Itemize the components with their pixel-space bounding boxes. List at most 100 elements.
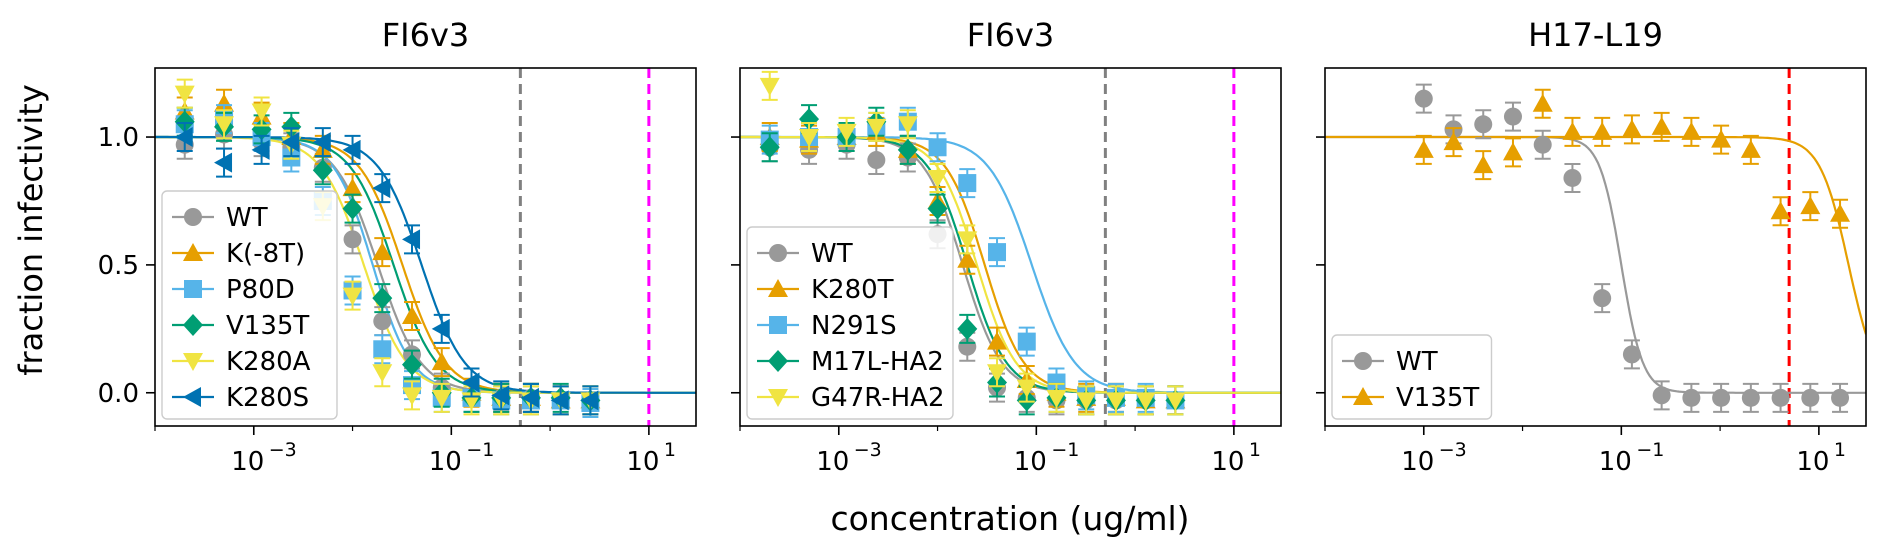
y-axis-label: fraction infectivity	[12, 84, 50, 376]
data-point	[1105, 392, 1126, 411]
data-point	[1502, 142, 1523, 161]
data-point	[1593, 289, 1612, 308]
data-point	[550, 390, 569, 411]
data-point	[402, 353, 423, 376]
data-point	[373, 312, 392, 331]
legend-label: M17L-HA2	[811, 347, 944, 377]
data-point	[957, 231, 978, 250]
y-tick-label: 1.0	[98, 123, 139, 153]
legend-label: P80D	[226, 275, 295, 305]
legend: WT K280T N291S M17L-HA2 G47R-HA2	[746, 226, 954, 420]
fit-curve	[1325, 135, 1866, 335]
x-axis-label: concentration (ug/ml)	[830, 499, 1189, 538]
data-point	[897, 116, 918, 135]
data-point	[1801, 388, 1820, 407]
data-point	[214, 93, 235, 112]
data-point	[1740, 139, 1761, 158]
data-point	[251, 139, 270, 160]
plot-frame	[739, 67, 1282, 427]
data-point	[759, 136, 780, 159]
legend-label: G47R-HA2	[811, 383, 945, 413]
legend-box	[746, 226, 954, 420]
legend-label: K280A	[226, 347, 311, 377]
data-point	[373, 340, 392, 359]
data-point	[174, 127, 193, 148]
legend: WT K(-8T) P80D V135T K280A K280S	[161, 190, 338, 420]
x-tick-label: 10	[1796, 447, 1829, 477]
x-tick-exponent: −3	[1439, 439, 1467, 461]
x-tick-exponent: −1	[1636, 439, 1664, 461]
legend-label: K(-8T)	[226, 239, 305, 269]
data-point	[1682, 388, 1701, 407]
data-point	[1353, 387, 1373, 405]
data-point	[1563, 168, 1582, 187]
y-tick-label: 0.0	[98, 379, 139, 409]
data-point	[402, 229, 421, 250]
legend-label: WT	[1396, 347, 1438, 377]
data-point	[799, 129, 820, 148]
data-point	[1831, 388, 1850, 407]
x-tick-label: 10	[429, 447, 462, 477]
data-point	[183, 353, 203, 371]
data-point	[214, 116, 235, 135]
x-tick-exponent: −3	[854, 439, 882, 461]
data-point	[957, 249, 978, 268]
x-tick-label: 10	[231, 447, 264, 477]
legend-label: K280S	[226, 383, 309, 413]
legend-label: WT	[226, 203, 268, 233]
x-tick-exponent: −3	[269, 439, 297, 461]
x-tick-label: 10	[1401, 447, 1434, 477]
x-tick-exponent: −1	[466, 439, 494, 461]
x-tick-exponent: −1	[1051, 439, 1079, 461]
data-point	[1830, 203, 1851, 222]
data-point	[1354, 352, 1372, 370]
data-point	[174, 85, 195, 104]
data-point	[987, 331, 1008, 350]
data-point	[1414, 89, 1433, 108]
data-point	[281, 115, 302, 138]
data-point	[927, 197, 948, 220]
data-point	[342, 197, 363, 220]
data-point	[1800, 196, 1821, 215]
x-tick-exponent: 1	[1834, 439, 1846, 461]
plot-frame	[1324, 67, 1867, 427]
data-point	[184, 280, 202, 298]
data-point	[1770, 201, 1791, 220]
data-point	[1771, 388, 1790, 407]
data-point	[1503, 107, 1522, 126]
x-tick-label: 10	[1014, 447, 1047, 477]
data-point	[174, 110, 195, 133]
plot-area	[155, 68, 696, 426]
x-tick-exponent: 1	[1249, 439, 1261, 461]
data-point	[867, 151, 886, 170]
data-point	[1712, 388, 1731, 407]
data-point	[769, 316, 787, 334]
x-tick-label: 10	[1599, 447, 1632, 477]
chart-title: FI6v3	[382, 16, 470, 54]
data-point	[1592, 121, 1613, 140]
data-point	[1046, 389, 1067, 408]
legend-label: N291S	[811, 311, 897, 341]
data-point	[281, 132, 300, 153]
data-point	[1076, 392, 1097, 411]
x-tick-exponent: 1	[664, 439, 676, 461]
data-point	[431, 389, 452, 408]
data-point	[491, 385, 510, 406]
legend-label: K280T	[811, 275, 894, 305]
data-point	[372, 364, 393, 383]
data-point	[958, 174, 977, 193]
data-point	[769, 244, 787, 262]
data-point	[1473, 155, 1494, 174]
data-point	[1532, 93, 1553, 112]
y-tick-label: 0.5	[98, 251, 139, 281]
data-point	[836, 123, 857, 142]
data-point	[580, 390, 599, 411]
data-point	[1533, 135, 1552, 154]
data-point	[957, 317, 978, 340]
data-point	[431, 318, 450, 339]
data-point	[1047, 373, 1066, 392]
data-point	[759, 77, 780, 96]
data-point	[1621, 119, 1642, 138]
data-point	[183, 387, 201, 407]
